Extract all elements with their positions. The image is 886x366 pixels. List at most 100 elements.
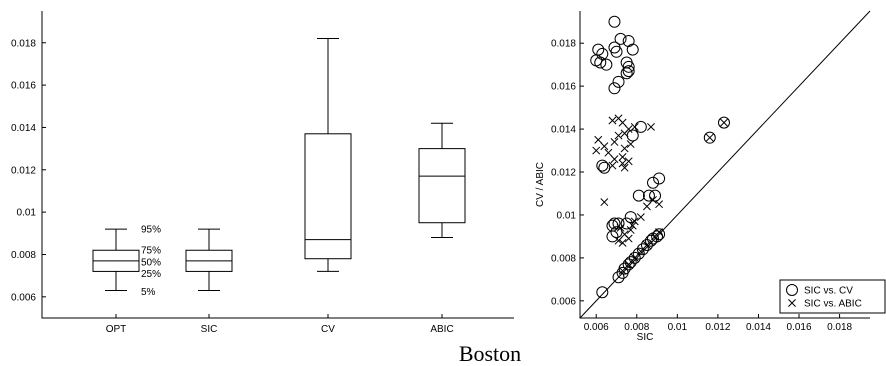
cross-point xyxy=(624,234,633,243)
circle-point xyxy=(596,286,609,299)
cross-point xyxy=(594,135,603,144)
box-cv xyxy=(304,38,352,272)
box-y-tick-label: 0.014 xyxy=(11,123,36,134)
circle-point xyxy=(600,58,613,71)
legend-circle-marker xyxy=(786,284,798,296)
scatter-legend: SIC vs. CV SIC vs. ABIC xyxy=(779,279,886,314)
box-y-tick-label: 0.012 xyxy=(11,165,36,176)
box-x-tick-label: ABIC xyxy=(430,324,453,335)
box-y-tick-label: 0.016 xyxy=(11,81,36,92)
legend-label: SIC vs. ABIC xyxy=(804,299,862,310)
circle-point xyxy=(608,82,621,95)
circle-point xyxy=(644,234,657,247)
circle-point xyxy=(642,189,655,202)
scatter-plot-panel: 0.006 0.008 0.01 0.012 0.014 0.016 0.018 0.006… xyxy=(535,10,886,343)
cross-point xyxy=(642,241,651,249)
box-plot-y-ticks: 0.006 0.008 0.01 0.012 0.014 0.016 0.018 xyxy=(11,38,46,303)
circle-point xyxy=(636,243,649,256)
cross-point xyxy=(620,144,629,153)
scatter-y-tick-label: 0.006 xyxy=(551,296,576,307)
cross-point xyxy=(630,122,639,131)
box-y-tick-label: 0.01 xyxy=(17,208,37,219)
circle-point xyxy=(634,120,647,133)
scatter-y-ticks: 0.006 0.008 0.01 0.012 0.014 0.016 0.018 xyxy=(551,39,584,307)
circle-point xyxy=(626,129,639,142)
circle-point xyxy=(632,189,645,202)
circle-point xyxy=(653,172,666,185)
circle-point xyxy=(608,217,621,230)
scatter-y-axis-label: CV / ABIC xyxy=(535,162,546,207)
series-sic-vs-cv xyxy=(590,15,730,299)
cross-point xyxy=(618,118,627,127)
cross-point xyxy=(649,195,657,204)
box-plot-x-ticks: OPT SIC CV ABIC xyxy=(106,314,454,335)
legend-label: SIC vs. CV xyxy=(804,286,853,297)
cross-point xyxy=(610,155,619,164)
box-iqr xyxy=(418,148,466,224)
box-opt xyxy=(92,228,140,291)
circle-point xyxy=(612,75,625,88)
cross-point xyxy=(630,253,639,262)
circle-point xyxy=(596,47,609,60)
pct-75-label: 75% xyxy=(141,246,161,257)
scatter-y-tick-label: 0.012 xyxy=(551,168,576,179)
cross-point xyxy=(624,157,633,166)
circle-point xyxy=(606,230,619,243)
circle-point xyxy=(624,256,637,269)
figure-caption: Boston xyxy=(459,341,521,366)
circle-point xyxy=(628,251,641,264)
cross-point xyxy=(636,247,645,256)
cross-point xyxy=(600,198,609,207)
cross-point xyxy=(630,217,639,226)
series-sic-vs-abic xyxy=(592,114,728,275)
cross-point xyxy=(618,159,627,168)
cross-point xyxy=(628,221,637,230)
circle-point xyxy=(622,35,635,48)
scatter-x-tick-label: 0.012 xyxy=(705,322,730,333)
box-y-tick-label: 0.008 xyxy=(11,250,36,261)
circle-point xyxy=(647,176,660,189)
box-plot-boxes xyxy=(92,38,466,291)
scatter-x-tick-label: 0.01 xyxy=(668,322,688,333)
box-x-tick-label: OPT xyxy=(106,324,127,335)
circle-point xyxy=(610,45,623,58)
circle-point xyxy=(649,189,662,202)
cross-point xyxy=(618,238,627,247)
circle-point xyxy=(640,239,653,252)
circle-point xyxy=(632,247,645,260)
circle-point xyxy=(622,65,635,78)
pct-5-label: 5% xyxy=(141,287,156,298)
pct-50-label: 50% xyxy=(141,257,161,268)
cross-point xyxy=(620,163,629,172)
circle-point xyxy=(608,15,621,28)
cross-point xyxy=(720,118,728,127)
cross-point xyxy=(616,223,625,232)
cross-point xyxy=(705,133,714,142)
cross-point xyxy=(614,236,623,245)
cross-point xyxy=(610,138,619,146)
box-plot-panel: 0.006 0.008 0.01 0.012 0.014 0.016 0.018 OPT SI… xyxy=(11,11,514,335)
cross-point xyxy=(608,161,617,170)
cross-point xyxy=(608,116,617,125)
scatter-x-ticks: 0.006 0.008 0.01 0.012 0.014 0.016 0.018 xyxy=(584,314,853,333)
circle-point xyxy=(622,258,635,271)
scatter-x-tick-label: 0.016 xyxy=(787,322,812,333)
scatter-y-tick-label: 0.01 xyxy=(557,210,577,221)
box-abic xyxy=(418,122,466,239)
cross-point xyxy=(620,129,629,138)
box-x-tick-label: SIC xyxy=(201,324,218,335)
circle-point xyxy=(606,219,619,232)
scatter-x-tick-label: 0.014 xyxy=(746,322,771,333)
box-x-tick-label: CV xyxy=(321,324,335,335)
legend-box xyxy=(779,279,886,314)
circle-point xyxy=(596,159,609,172)
cross-point xyxy=(626,226,635,234)
circle-point xyxy=(620,67,633,80)
circle-point xyxy=(612,217,625,230)
cross-point xyxy=(626,140,635,149)
scatter-x-tick-label: 0.008 xyxy=(624,322,649,333)
cross-point xyxy=(655,200,664,209)
box-y-tick-label: 0.018 xyxy=(11,38,36,49)
cross-point xyxy=(651,232,659,241)
